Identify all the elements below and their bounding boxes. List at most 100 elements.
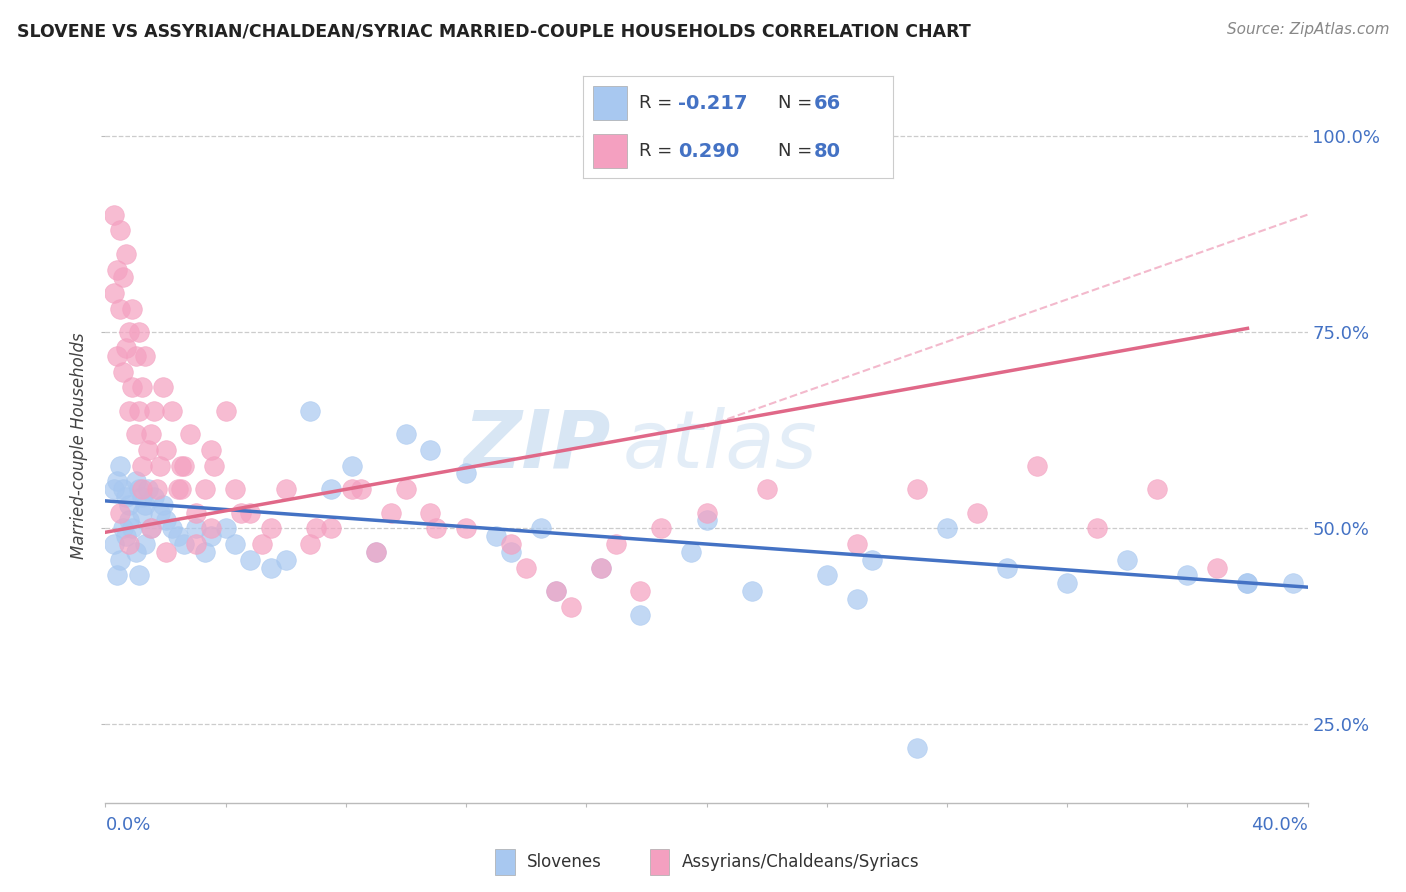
Point [605, 537, 627, 551]
Point [103, 537, 125, 551]
Text: 40.0%: 40.0% [1251, 816, 1308, 834]
Point [305, 521, 328, 535]
Point [696, 506, 718, 520]
Point [118, 403, 141, 417]
Point [110, 458, 132, 473]
Point [142, 490, 165, 504]
Point [160, 521, 183, 535]
Point [173, 458, 195, 473]
Point [628, 607, 651, 622]
Point [274, 482, 297, 496]
Point [134, 537, 156, 551]
Text: 80: 80 [814, 142, 841, 161]
Point [380, 506, 402, 520]
Point [128, 326, 150, 340]
Point [905, 740, 928, 755]
Point [364, 545, 387, 559]
Point [1236, 576, 1258, 591]
Point [139, 521, 162, 535]
Point [194, 482, 217, 496]
Point [298, 537, 321, 551]
Point [860, 552, 883, 566]
Point [184, 521, 207, 535]
Point [121, 380, 143, 394]
Text: N =: N = [779, 94, 818, 112]
Point [425, 521, 447, 535]
Point [350, 482, 373, 496]
Point [124, 427, 146, 442]
Point [319, 482, 342, 496]
Point [224, 482, 246, 496]
Point [395, 482, 418, 496]
Point [650, 521, 672, 535]
Point [454, 521, 477, 535]
Point [152, 380, 174, 394]
Point [364, 545, 387, 559]
Point [696, 514, 718, 528]
Point [107, 262, 129, 277]
Point [298, 403, 321, 417]
Point [121, 521, 143, 535]
Point [560, 599, 582, 614]
Point [1116, 552, 1139, 566]
Point [340, 458, 363, 473]
Point [845, 537, 868, 551]
Point [142, 403, 165, 417]
Point [128, 482, 150, 496]
Point [936, 521, 959, 535]
Point [145, 482, 167, 496]
Point [136, 482, 159, 496]
Text: Source: ZipAtlas.com: Source: ZipAtlas.com [1226, 22, 1389, 37]
Point [966, 506, 988, 520]
Point [169, 458, 191, 473]
Point [118, 326, 141, 340]
Point [200, 442, 222, 457]
Point [454, 467, 477, 481]
Point [1281, 576, 1303, 591]
Point [591, 560, 613, 574]
Text: -0.217: -0.217 [678, 94, 748, 112]
Point [107, 475, 129, 489]
Point [1175, 568, 1198, 582]
Point [148, 458, 170, 473]
Point [741, 584, 763, 599]
Point [107, 349, 129, 363]
Point [110, 552, 132, 566]
Point [103, 208, 125, 222]
Point [131, 458, 153, 473]
Point [110, 506, 132, 520]
Point [260, 521, 283, 535]
Point [131, 380, 153, 394]
Point [134, 498, 156, 512]
Point [166, 529, 188, 543]
Point [200, 529, 222, 543]
Point [110, 223, 132, 237]
Point [214, 403, 236, 417]
Point [124, 349, 146, 363]
Point [224, 537, 246, 551]
Text: R =: R = [640, 94, 678, 112]
Point [501, 545, 523, 559]
Point [112, 364, 135, 378]
Point [546, 584, 568, 599]
Point [131, 506, 153, 520]
Point [115, 529, 138, 543]
Point [419, 506, 441, 520]
Point [501, 537, 523, 551]
Point [628, 584, 651, 599]
Point [115, 341, 138, 355]
Point [139, 427, 162, 442]
Text: 0.0%: 0.0% [105, 816, 150, 834]
Point [1085, 521, 1108, 535]
Point [103, 286, 125, 301]
Point [1206, 560, 1229, 574]
Point [121, 301, 143, 316]
Text: Assyrians/Chaldeans/Syriacs: Assyrians/Chaldeans/Syriacs [682, 853, 920, 871]
Point [419, 442, 441, 457]
Point [1146, 482, 1168, 496]
Point [115, 490, 138, 504]
Point [124, 475, 146, 489]
Point [260, 560, 283, 574]
Point [131, 490, 153, 504]
Point [340, 482, 363, 496]
